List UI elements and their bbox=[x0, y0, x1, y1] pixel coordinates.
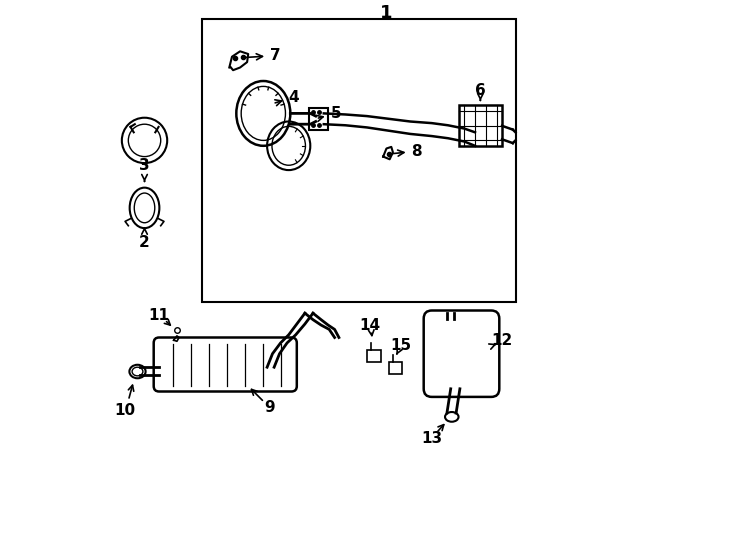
Text: 7: 7 bbox=[243, 48, 280, 63]
Text: 5: 5 bbox=[316, 106, 341, 122]
Text: 11: 11 bbox=[148, 308, 170, 323]
Text: 14: 14 bbox=[359, 318, 380, 333]
Bar bbox=[388, 362, 402, 374]
Text: 4: 4 bbox=[275, 90, 299, 106]
Bar bbox=[367, 350, 380, 362]
Text: 9: 9 bbox=[264, 400, 275, 415]
Text: 1: 1 bbox=[379, 4, 392, 23]
Text: 3: 3 bbox=[139, 158, 150, 173]
Bar bbox=[203, 19, 515, 302]
Bar bbox=[309, 108, 327, 130]
Text: 8: 8 bbox=[393, 144, 422, 159]
Text: 15: 15 bbox=[390, 338, 411, 353]
Text: 2: 2 bbox=[139, 235, 150, 250]
Text: 12: 12 bbox=[491, 333, 512, 348]
Bar bbox=[459, 105, 502, 146]
Text: 13: 13 bbox=[421, 431, 443, 446]
Text: 10: 10 bbox=[115, 403, 136, 418]
Text: 6: 6 bbox=[475, 83, 486, 98]
